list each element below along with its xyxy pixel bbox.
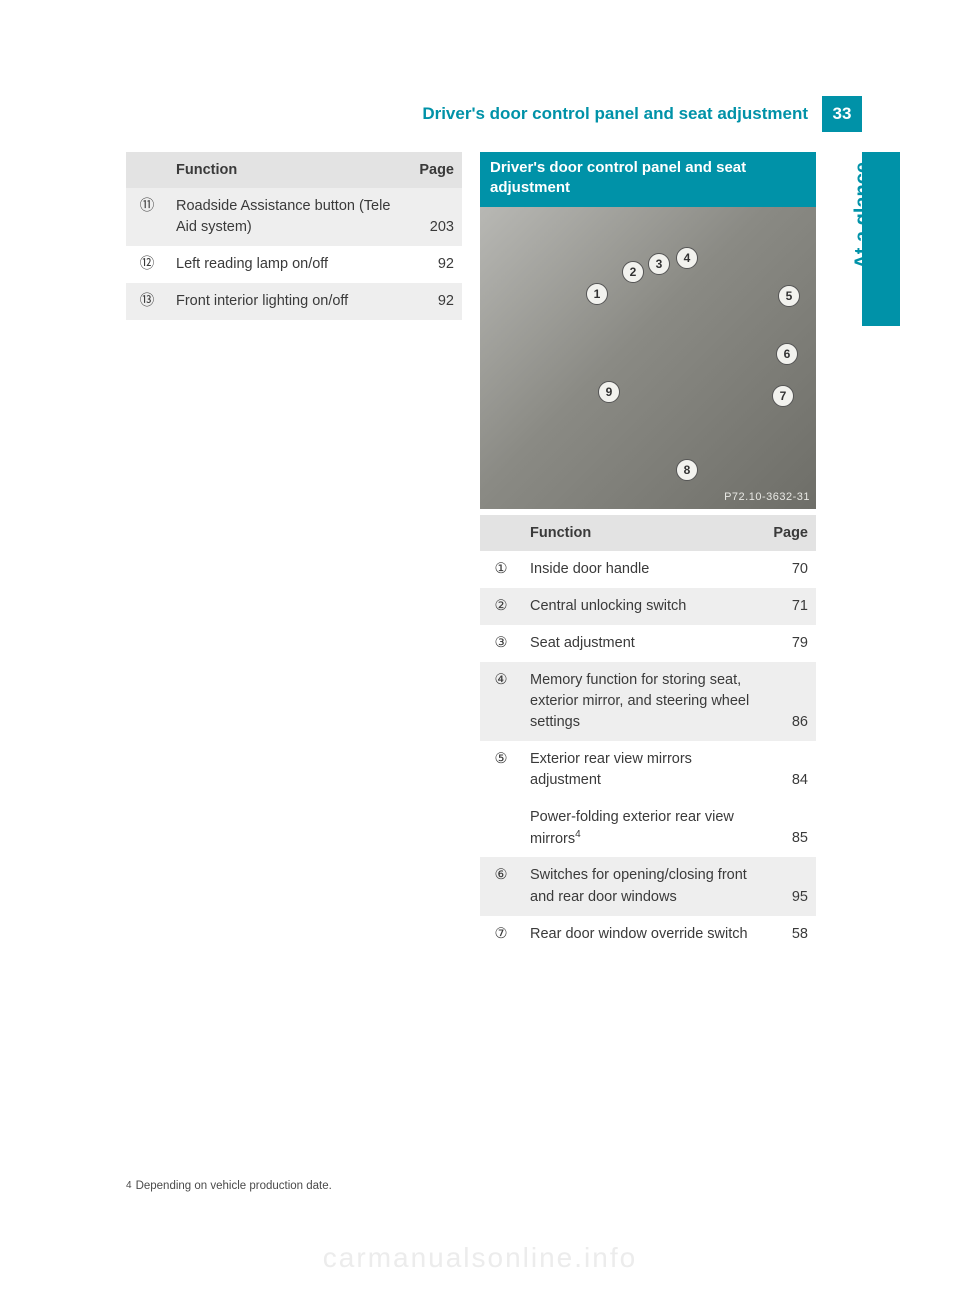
right-function-table: Function Page ①Inside door handle70②Cent… <box>480 515 816 953</box>
figure-callout: 9 <box>598 381 620 403</box>
figure-callout: 1 <box>586 283 608 305</box>
page-number-badge: 33 <box>822 96 862 132</box>
table-header-index <box>126 152 168 188</box>
row-function: Front interior lighting on/off <box>168 283 408 320</box>
table-row: ⑥Switches for opening/closing front and … <box>480 857 816 915</box>
row-index: ② <box>480 588 522 625</box>
footnote-number: 4 <box>126 1180 132 1191</box>
figure-callout: 3 <box>648 253 670 275</box>
left-function-table: Function Page ⑪Roadside Assistance butto… <box>126 152 462 320</box>
figure-callout: 7 <box>772 385 794 407</box>
left-column: Function Page ⑪Roadside Assistance butto… <box>126 152 462 320</box>
table-header-index <box>480 515 522 551</box>
figure-callout: 6 <box>776 343 798 365</box>
row-index: ① <box>480 551 522 588</box>
row-function: Left reading lamp on/off <box>168 246 408 283</box>
row-function: Memory function for storing seat, exteri… <box>522 662 762 741</box>
footnote-text: Depending on vehicle production date. <box>136 1180 332 1192</box>
table-row: ⑫Left reading lamp on/off92 <box>126 246 462 283</box>
section-tab-label: At a glance <box>852 162 875 269</box>
table-row: ③Seat adjustment79 <box>480 625 816 662</box>
table-row: ⑦Rear door window override switch58 <box>480 916 816 953</box>
row-page: 84 <box>762 741 816 799</box>
row-function: Switches for opening/closing front and r… <box>522 857 762 915</box>
table-header-page: Page <box>762 515 816 551</box>
section-heading: Driver's door control panel and seat adj… <box>480 152 816 207</box>
row-function: Power-folding exterior rear view mirrors… <box>522 799 762 858</box>
table-row: ①Inside door handle70 <box>480 551 816 588</box>
figure-callout: 4 <box>676 247 698 269</box>
row-function: Seat adjustment <box>522 625 762 662</box>
figure-callout: 8 <box>676 459 698 481</box>
row-index: ④ <box>480 662 522 741</box>
row-page: 86 <box>762 662 816 741</box>
figure-callout: 2 <box>622 261 644 283</box>
table-header-function: Function <box>168 152 408 188</box>
row-index: ⑪ <box>126 188 168 246</box>
row-function: Roadside Assistance button (Tele Aid sys… <box>168 188 408 246</box>
row-index: ⑤ <box>480 741 522 799</box>
page: Driver's door control panel and seat adj… <box>0 0 960 1302</box>
row-index: ③ <box>480 625 522 662</box>
page-header: Driver's door control panel and seat adj… <box>422 96 862 132</box>
row-function: Central unlocking switch <box>522 588 762 625</box>
table-row: ⑬Front interior lighting on/off92 <box>126 283 462 320</box>
table-row: ②Central unlocking switch71 <box>480 588 816 625</box>
row-page: 79 <box>762 625 816 662</box>
row-function: Exterior rear view mirrors adjustment <box>522 741 762 799</box>
row-page: 203 <box>408 188 462 246</box>
row-function: Inside door handle <box>522 551 762 588</box>
table-row: ④Memory function for storing seat, exter… <box>480 662 816 741</box>
row-page: 70 <box>762 551 816 588</box>
row-index: ⑬ <box>126 283 168 320</box>
figure-stamp: P72.10-3632-31 <box>724 491 810 503</box>
right-column: Driver's door control panel and seat adj… <box>480 152 816 953</box>
row-page: 92 <box>408 246 462 283</box>
row-page: 92 <box>408 283 462 320</box>
table-row: ⑪Roadside Assistance button (Tele Aid sy… <box>126 188 462 246</box>
row-index: ⑥ <box>480 857 522 915</box>
row-index: ⑫ <box>126 246 168 283</box>
row-page: 71 <box>762 588 816 625</box>
row-index: ⑦ <box>480 916 522 953</box>
page-header-title: Driver's door control panel and seat adj… <box>422 104 822 124</box>
row-page: 95 <box>762 857 816 915</box>
door-panel-figure: P72.10-3632-31 1234 5 6 7 8 9 <box>480 207 816 509</box>
footnote: 4 Depending on vehicle production date. <box>126 1180 332 1192</box>
table-header-function: Function <box>522 515 762 551</box>
table-header-page: Page <box>408 152 462 188</box>
row-page: 85 <box>762 799 816 858</box>
footnote-ref: 4 <box>575 829 581 840</box>
row-index <box>480 799 522 858</box>
table-row: ⑤Exterior rear view mirrors adjustment84 <box>480 741 816 799</box>
watermark: carmanualsonline.info <box>0 1242 960 1274</box>
row-page: 58 <box>762 916 816 953</box>
table-row: Power-folding exterior rear view mirrors… <box>480 799 816 858</box>
figure-callout: 5 <box>778 285 800 307</box>
row-function: Rear door window override switch <box>522 916 762 953</box>
